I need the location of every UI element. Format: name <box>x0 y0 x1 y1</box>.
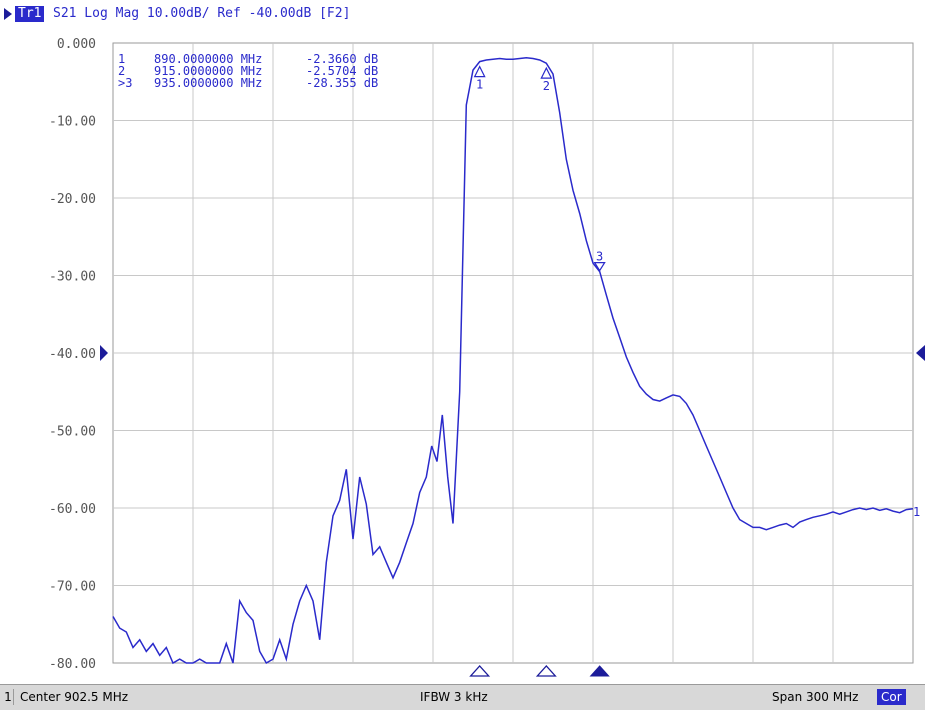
active-stimulus-marker-icon <box>589 665 610 677</box>
if-bandwidth[interactable]: IFBW 3 kHz <box>420 690 488 704</box>
active-marker-flag-icon <box>593 262 606 272</box>
trace-description: S21 Log Mag 10.00dB/ Ref -40.00dB [F2] <box>53 6 351 21</box>
correction-badge[interactable]: Cor <box>877 689 906 705</box>
marker-row-value: -2.5704 dB <box>306 64 378 78</box>
stimulus-marker-icon <box>535 665 557 677</box>
channel-number[interactable]: 1 <box>3 689 14 705</box>
reference-markers <box>100 345 925 361</box>
stimulus-marker-icon <box>469 665 491 677</box>
grid <box>112 42 914 664</box>
trace-tag[interactable]: Tr1 <box>15 6 45 22</box>
marker-row-freq: 890.0000000 MHz <box>154 52 262 66</box>
active-trace-arrow-icon[interactable] <box>4 8 12 20</box>
marker-row-num: >3 <box>118 76 132 90</box>
marker-table: 1 890.0000000 MHz -2.3660 dB 2 915.0000000 … <box>118 52 378 90</box>
marker-row-num: 1 <box>118 52 125 66</box>
y-tick-label: -40.00 <box>49 347 96 362</box>
y-tick-label: -30.00 <box>49 270 96 285</box>
marker-flag-label: 3 <box>596 250 603 264</box>
trace-line <box>112 56 914 665</box>
center-frequency[interactable]: Center 902.5 MHz <box>20 690 129 704</box>
marker-flag-icon <box>540 66 553 79</box>
marker-row-value: -28.355 dB <box>306 76 378 90</box>
y-tick-label: 0.000 <box>57 37 96 52</box>
marker-row-num: 2 <box>118 64 125 78</box>
trace-end-label: 1 <box>913 505 920 519</box>
ref-level-right-arrow-icon <box>916 345 925 361</box>
marker-flag-label: 1 <box>476 78 483 92</box>
y-tick-label: -60.00 <box>49 502 96 517</box>
y-tick-label: -10.00 <box>49 115 96 130</box>
y-tick-label: -70.00 <box>49 580 96 595</box>
marker-row-freq: 915.0000000 MHz <box>154 64 262 78</box>
ref-level-left-arrow-icon <box>100 345 108 361</box>
status-bar: 1 Center 902.5 MHz IFBW 3 kHz Span 300 M… <box>0 684 925 710</box>
marker-row-freq: 935.0000000 MHz <box>154 76 262 90</box>
marker-flag-icon <box>473 65 486 78</box>
y-tick-label: -80.00 <box>49 657 96 672</box>
plot-area: 0.000 -10.00 -20.00 -30.00 -40.00 -50.00 -60.0… <box>49 37 925 677</box>
trace-header: Tr1 S21 Log Mag 10.00dB/ Ref -40.00dB [F… <box>0 0 925 24</box>
y-tick-label: -50.00 <box>49 425 96 440</box>
marker-flags: 1 2 3 <box>473 65 606 272</box>
marker-flag-label: 2 <box>543 79 550 93</box>
y-tick-label: -20.00 <box>49 192 96 207</box>
frequency-span[interactable]: Span 300 MHz <box>772 690 859 704</box>
y-axis-labels: 0.000 -10.00 -20.00 -30.00 -40.00 -50.00 -60.0… <box>49 37 96 672</box>
stimulus-markers <box>469 665 610 677</box>
marker-row-value: -2.3660 dB <box>306 52 378 66</box>
